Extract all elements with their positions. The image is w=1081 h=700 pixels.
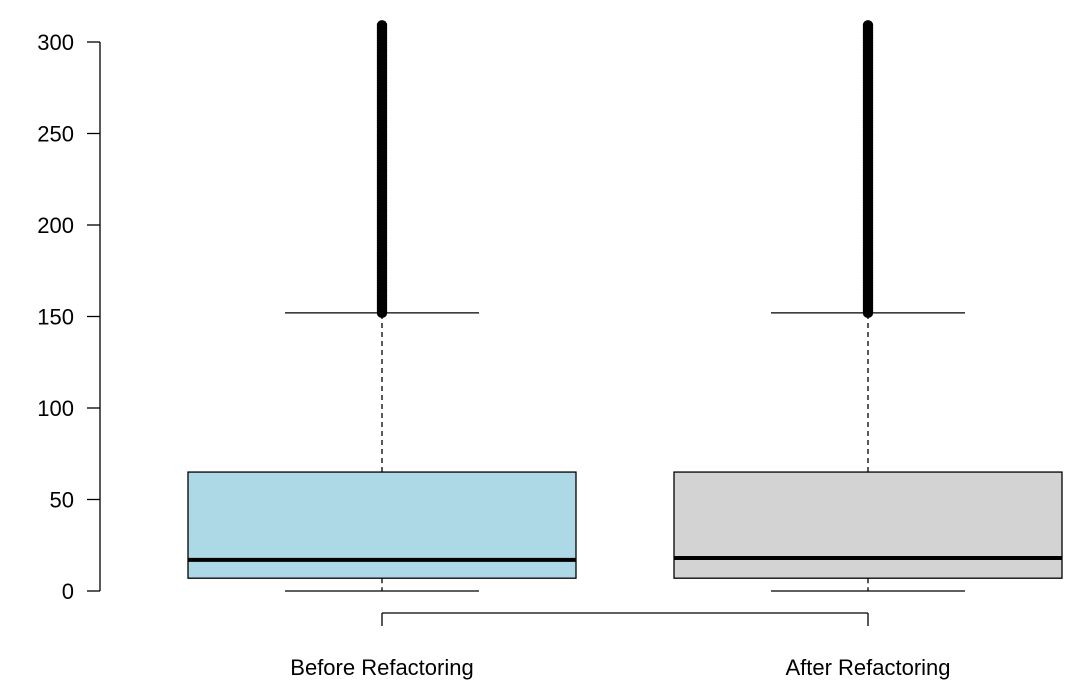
y-axis: 0 50 100 150 200 250 300 bbox=[37, 30, 101, 604]
y-tick-label: 250 bbox=[37, 122, 74, 147]
iqr-box bbox=[673, 471, 1063, 579]
y-tick-label: 50 bbox=[50, 488, 74, 513]
x-tick-label: After Refactoring bbox=[785, 655, 950, 680]
y-tick-label: 150 bbox=[37, 305, 74, 330]
box-group bbox=[187, 20, 1063, 592]
y-tick-label: 300 bbox=[37, 30, 74, 55]
outlier-point bbox=[862, 20, 874, 31]
y-tick-label: 200 bbox=[37, 213, 74, 238]
x-tick-label: Before Refactoring bbox=[290, 655, 473, 680]
iqr-box bbox=[187, 471, 577, 579]
outlier-point bbox=[376, 20, 388, 31]
box-after-refactoring bbox=[673, 20, 1063, 592]
y-tick-label: 100 bbox=[37, 396, 74, 421]
box-before-refactoring bbox=[187, 20, 577, 592]
x-axis: Before Refactoring After Refactoring bbox=[290, 612, 951, 680]
y-tick-label: 0 bbox=[62, 579, 74, 604]
